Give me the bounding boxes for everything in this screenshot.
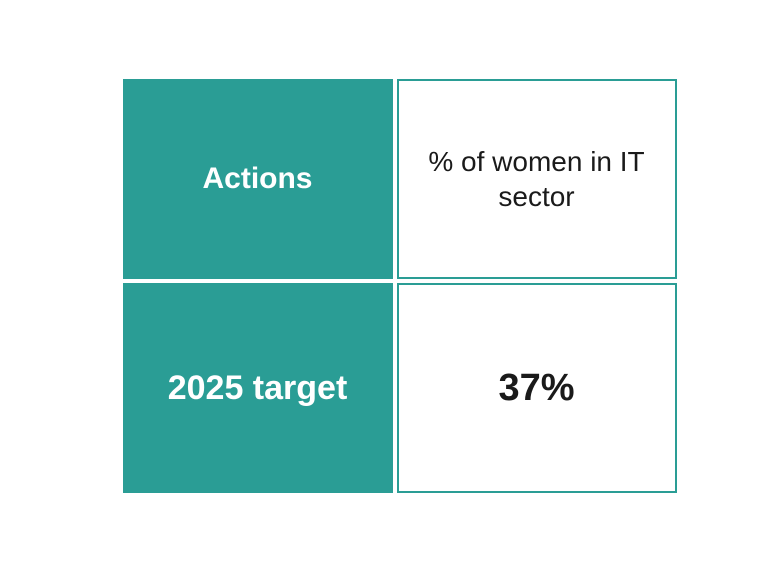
infographic-table: Actions % of women in IT sector 2025 tar… bbox=[123, 79, 677, 493]
metric-label: % of women in IT sector bbox=[419, 144, 655, 214]
target-year-cell: 2025 target bbox=[123, 283, 393, 493]
target-value-label: 37% bbox=[498, 367, 574, 410]
target-year-label: 2025 target bbox=[168, 368, 348, 409]
target-value-cell: 37% bbox=[397, 283, 677, 493]
actions-header-cell: Actions bbox=[123, 79, 393, 279]
actions-label: Actions bbox=[202, 162, 312, 196]
metric-description-cell: % of women in IT sector bbox=[397, 79, 677, 279]
